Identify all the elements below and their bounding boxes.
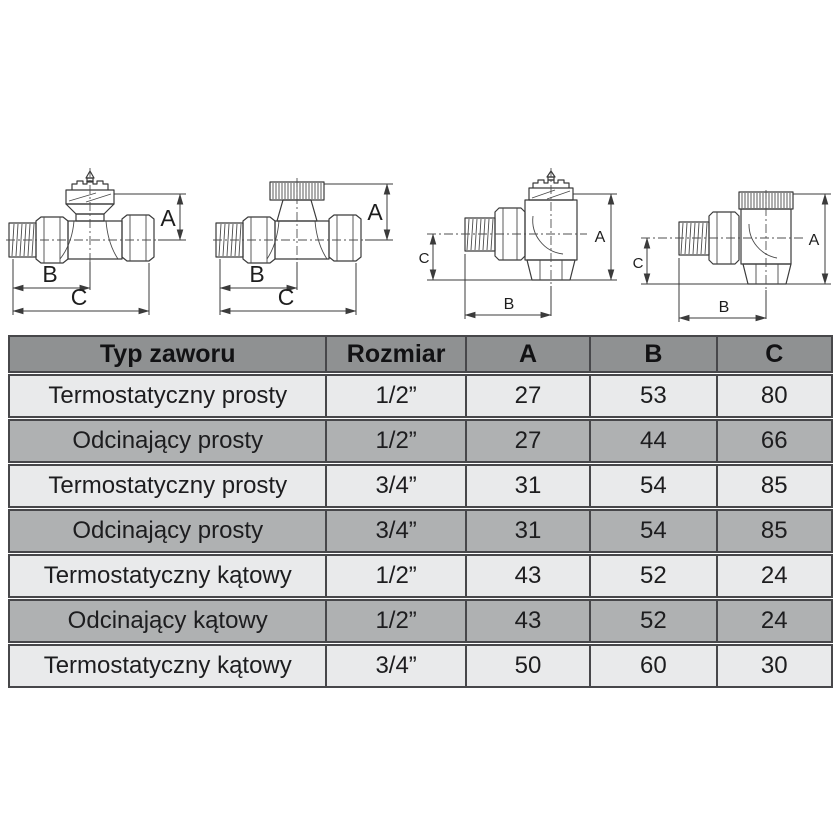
dimension-b: B xyxy=(12,259,91,315)
valve-dimensions-table: Typ zaworu Rozmiar A B C Termostatyczny … xyxy=(8,335,833,689)
dimension-b: B xyxy=(464,254,552,319)
dimension-c: C xyxy=(12,263,150,315)
dimension-b: B xyxy=(678,258,767,322)
table-row: Termostatyczny prosty 1/2” 27 53 80 xyxy=(8,374,833,418)
column-header-rozmiar: Rozmiar xyxy=(325,337,464,371)
table-header-row: Typ zaworu Rozmiar A B C xyxy=(8,335,833,373)
table-cell: 50 xyxy=(464,646,589,686)
table-cell: 1/2” xyxy=(325,421,464,461)
table-cell: 1/2” xyxy=(325,376,464,416)
column-header-typ-zaworu: Typ zaworu xyxy=(99,339,236,368)
dimension-c: C xyxy=(419,233,533,281)
valve-body xyxy=(215,214,362,264)
table-row: Odcinający prosty 3/4” 31 54 85 xyxy=(8,509,833,553)
dim-label-b: B xyxy=(249,261,264,287)
dim-label-a: A xyxy=(367,199,383,225)
dim-label-c: C xyxy=(71,284,88,310)
table-cell: 1/2” xyxy=(325,556,464,596)
table-cell: 53 xyxy=(589,376,715,416)
table-cell: 54 xyxy=(589,511,715,551)
dim-label-b: B xyxy=(719,299,730,316)
dim-label-a: A xyxy=(809,232,820,249)
technical-drawings-strip: A B C xyxy=(6,166,836,333)
dimension-a: A xyxy=(114,193,186,241)
dim-label-c: C xyxy=(633,255,644,272)
table-row: Termostatyczny prosty 3/4” 31 54 85 xyxy=(8,464,833,508)
dimension-a: A xyxy=(785,193,831,285)
table-row: Termostatyczny kątowy 1/2” 43 52 24 xyxy=(8,554,833,598)
table-cell: 31 xyxy=(464,466,589,506)
table-cell: Termostatyczny prosty xyxy=(48,382,288,409)
table-cell: Termostatyczny kątowy xyxy=(43,562,292,589)
table-cell: 85 xyxy=(715,511,831,551)
table-cell: 3/4” xyxy=(325,466,464,506)
table-cell: Odcinający kątowy xyxy=(67,607,268,634)
table-cell: 24 xyxy=(715,556,831,596)
table-row: Odcinający prosty 1/2” 27 44 66 xyxy=(8,419,833,463)
table-cell: 52 xyxy=(589,601,715,641)
table-row: Termostatyczny kątowy 3/4” 50 60 30 xyxy=(8,644,833,688)
table-cell: 31 xyxy=(464,511,589,551)
table-cell: 44 xyxy=(589,421,715,461)
table-cell: 3/4” xyxy=(325,511,464,551)
dimension-a: A xyxy=(570,193,618,281)
column-header-b: B xyxy=(589,337,715,371)
dimension-b: B xyxy=(219,259,298,315)
table-cell: Odcinający prosty xyxy=(72,517,264,544)
table-cell: Termostatyczny prosty xyxy=(48,472,288,499)
dimension-c: C xyxy=(633,237,748,285)
table-cell: 85 xyxy=(715,466,831,506)
table-cell: 43 xyxy=(464,556,589,596)
table-cell: 24 xyxy=(715,601,831,641)
table-cell: 66 xyxy=(715,421,831,461)
diagram-thermostatic-angle: A C B xyxy=(419,168,618,319)
diagram-shutoff-straight: A B C xyxy=(212,178,393,315)
table-cell: 1/2” xyxy=(325,601,464,641)
dim-label-b: B xyxy=(42,261,57,287)
dimension-a: A xyxy=(323,183,393,241)
thermostatic-head xyxy=(65,170,115,222)
table-cell: 54 xyxy=(589,466,715,506)
diagram-thermostatic-straight: A B C xyxy=(6,168,186,315)
dim-label-b: B xyxy=(504,296,515,313)
column-header-a: A xyxy=(464,337,589,371)
table-cell: 80 xyxy=(715,376,831,416)
dim-label-c: C xyxy=(419,250,430,267)
dimension-c: C xyxy=(219,263,357,315)
valve-body xyxy=(464,199,578,281)
column-header-c: C xyxy=(715,337,831,371)
table-row: Odcinający kątowy 1/2” 43 52 24 xyxy=(8,599,833,643)
diagram-shutoff-angle: A C B xyxy=(633,190,831,322)
table-cell: 60 xyxy=(589,646,715,686)
table-cell: 52 xyxy=(589,556,715,596)
table-body: Termostatyczny prosty 1/2” 27 53 80 Odcinając… xyxy=(8,374,833,688)
valve-body xyxy=(678,208,792,285)
table-cell: 43 xyxy=(464,601,589,641)
valve-body xyxy=(8,214,155,264)
table-cell: 27 xyxy=(464,421,589,461)
dim-label-a: A xyxy=(160,205,176,231)
table-cell: Termostatyczny kątowy xyxy=(43,652,292,679)
table-cell: 30 xyxy=(715,646,831,686)
dim-label-a: A xyxy=(595,229,606,246)
dim-label-c: C xyxy=(277,284,294,310)
table-cell: Odcinający prosty xyxy=(72,427,264,454)
table-cell: 27 xyxy=(464,376,589,416)
table-cell: 3/4” xyxy=(325,646,464,686)
